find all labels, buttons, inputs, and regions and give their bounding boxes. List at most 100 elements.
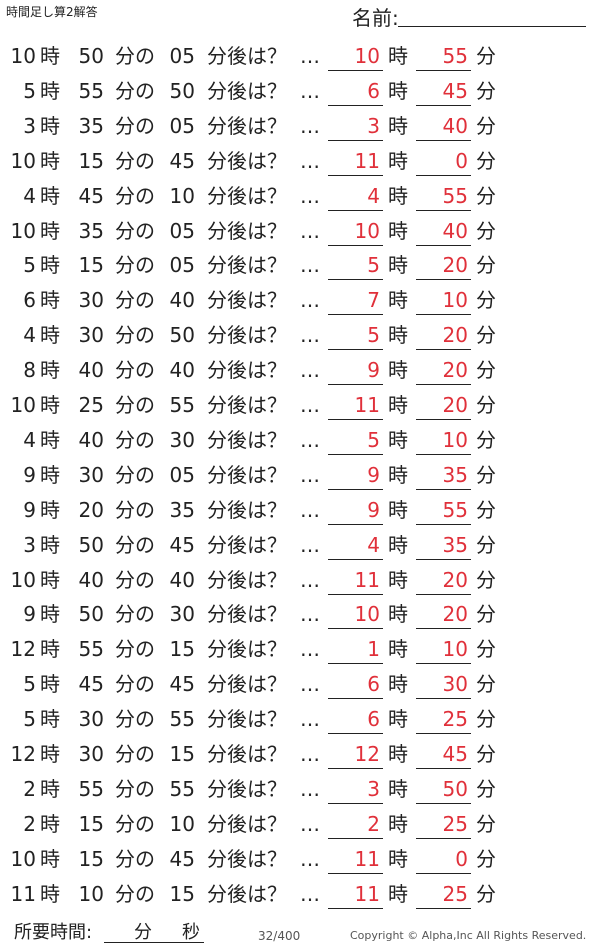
answer-hour-unit: 時	[388, 567, 408, 592]
added-minutes: 55	[169, 776, 195, 801]
time-line	[104, 942, 204, 943]
minute: 50	[78, 532, 104, 557]
minute: 30	[78, 288, 104, 313]
answer-line	[328, 628, 383, 630]
answer-line	[328, 279, 383, 281]
answer-minute-unit: 分	[476, 323, 496, 348]
minute: 50	[78, 602, 104, 627]
answer-minute-unit: 分	[476, 881, 496, 906]
answer-minute-unit: 分	[476, 427, 496, 452]
after-label: 分後は？	[207, 567, 287, 592]
minute-of: 分の	[115, 672, 155, 697]
dots: …	[300, 148, 320, 173]
answer-minute-unit: 分	[476, 462, 496, 487]
hour: 2	[23, 776, 36, 801]
dots: …	[300, 776, 320, 801]
after-label: 分後は？	[207, 602, 287, 627]
answer-hour-unit: 時	[388, 742, 408, 766]
dots: …	[300, 637, 320, 662]
answer-line	[328, 209, 383, 211]
answer-minute-unit: 分	[476, 567, 496, 592]
answer-minute: 20	[442, 253, 468, 278]
after-label: 分後は？	[207, 183, 287, 208]
answer-hour-unit: 時	[388, 253, 408, 278]
dots: …	[300, 358, 320, 383]
minute: 55	[78, 776, 104, 801]
answer-minute: 25	[442, 811, 468, 836]
hour: 11	[10, 881, 36, 906]
hour-unit: 時	[40, 427, 60, 452]
minute-of: 分の	[115, 497, 155, 522]
hour-unit: 時	[40, 253, 60, 278]
answer-hour-unit: 時	[388, 707, 408, 732]
dots: …	[300, 113, 320, 138]
minute-of: 分の	[115, 532, 155, 557]
after-label: 分後は？	[207, 393, 287, 417]
after-label: 分後は？	[207, 288, 287, 313]
hour-unit: 時	[40, 218, 60, 243]
hour-unit: 時	[40, 497, 60, 522]
answer-line	[328, 104, 383, 106]
answer-hour-unit: 時	[388, 846, 408, 871]
minute: 20	[78, 497, 104, 522]
answer-minute: 50	[442, 776, 468, 801]
after-label: 分後は？	[207, 218, 287, 243]
hour: 10	[10, 44, 36, 68]
added-minutes: 35	[169, 497, 195, 522]
answer-minute-unit: 分	[476, 148, 496, 173]
answer-minute: 40	[442, 218, 468, 243]
answer-hour: 10	[354, 218, 380, 243]
answer-hour: 5	[367, 323, 380, 348]
answer-line	[416, 733, 471, 735]
minute-of: 分の	[115, 567, 155, 592]
answer-hour: 3	[367, 113, 380, 138]
minute: 15	[78, 148, 104, 173]
hour-unit: 時	[40, 532, 60, 557]
dots: …	[300, 183, 320, 208]
hour-unit: 時	[40, 881, 60, 906]
hour-unit: 時	[40, 707, 60, 732]
answer-hour-unit: 時	[388, 288, 408, 313]
hour: 5	[23, 672, 36, 697]
minute: 15	[78, 811, 104, 836]
added-minutes: 15	[169, 637, 195, 662]
hour-unit: 時	[40, 323, 60, 348]
answer-line	[416, 279, 471, 281]
after-label: 分後は？	[207, 637, 287, 662]
answer-line	[416, 209, 471, 211]
answer-line	[416, 139, 471, 141]
answer-line	[416, 488, 471, 490]
hour-unit: 時	[40, 78, 60, 103]
after-label: 分後は？	[207, 44, 287, 68]
added-minutes: 05	[169, 44, 195, 68]
answer-minute: 10	[442, 427, 468, 452]
answer-line	[416, 837, 471, 839]
answer-hour-unit: 時	[388, 881, 408, 906]
minute-of: 分の	[115, 462, 155, 487]
after-label: 分後は？	[207, 323, 287, 348]
answer-minute: 30	[442, 672, 468, 697]
minute-of: 分の	[115, 881, 155, 906]
minute: 35	[78, 218, 104, 243]
answer-hour-unit: 時	[388, 532, 408, 557]
answer-line	[328, 698, 383, 700]
minute: 55	[78, 637, 104, 662]
answer-hour-unit: 時	[388, 323, 408, 348]
answer-hour-unit: 時	[388, 811, 408, 836]
dots: …	[300, 44, 320, 68]
added-minutes: 30	[169, 602, 195, 627]
answer-minute: 45	[442, 78, 468, 103]
after-label: 分後は？	[207, 776, 287, 801]
answer-line	[328, 70, 383, 71]
hour: 10	[10, 846, 36, 871]
hour: 4	[23, 183, 36, 208]
added-minutes: 30	[169, 427, 195, 452]
hour: 10	[10, 218, 36, 243]
hour: 5	[23, 707, 36, 732]
dots: …	[300, 672, 320, 697]
dots: …	[300, 811, 320, 836]
answer-line	[416, 768, 471, 769]
answer-hour: 10	[354, 602, 380, 627]
added-minutes: 55	[169, 393, 195, 417]
